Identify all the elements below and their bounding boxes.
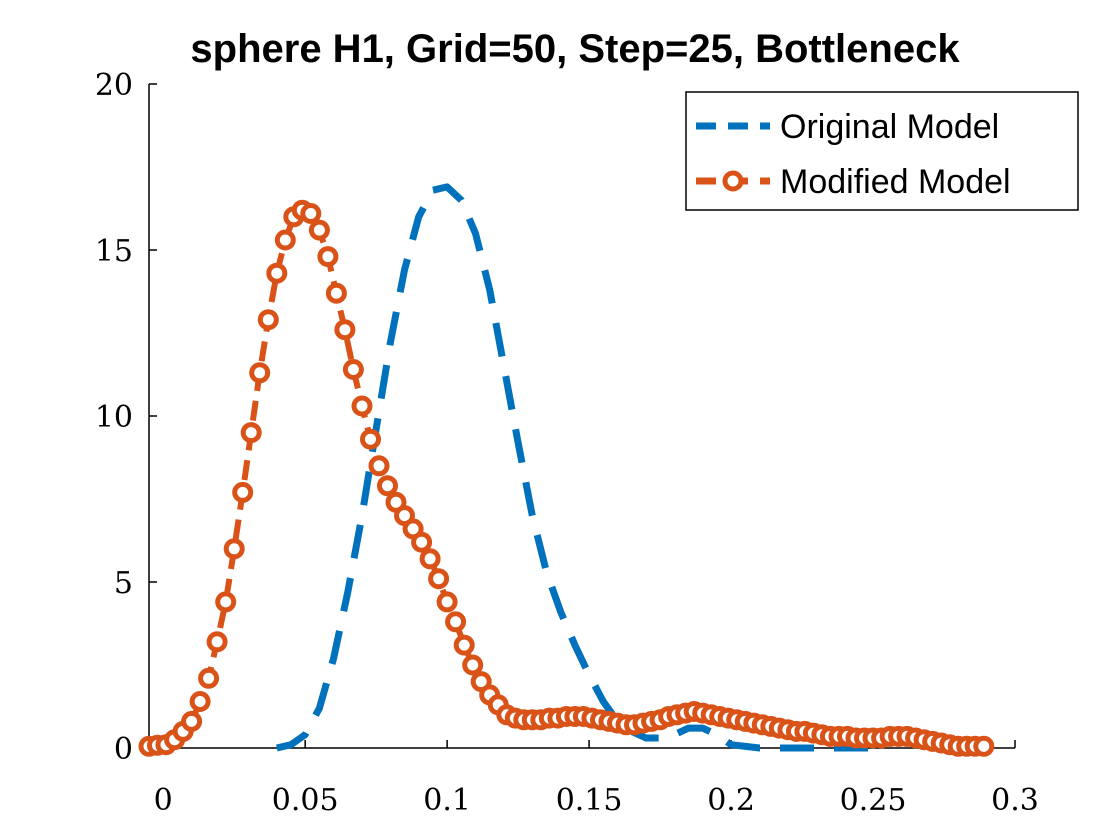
data-point-modified — [206, 631, 228, 653]
data-point-modified — [240, 422, 262, 444]
y-tick-label: 15 — [95, 234, 133, 269]
data-point-modified — [351, 395, 373, 417]
x-tick-label: 0 — [154, 783, 173, 818]
data-point-modified — [445, 611, 467, 633]
x-tick-label: 0.25 — [840, 783, 907, 818]
data-point-modified — [223, 538, 245, 560]
data-point-modified — [453, 634, 475, 656]
series-line-modified — [148, 207, 984, 750]
legend-box — [685, 91, 1079, 211]
x-tick-label: 0.1 — [423, 783, 471, 818]
data-point-modified — [428, 568, 450, 590]
x-tick-label: 0.2 — [707, 783, 755, 818]
data-point-modified — [257, 309, 279, 331]
data-point-modified — [360, 428, 381, 450]
y-tick-label: 10 — [95, 400, 133, 435]
y-tick-label: 0 — [114, 732, 133, 767]
series-line-original — [276, 183, 873, 752]
y-tick-label: 20 — [95, 68, 133, 103]
data-point-modified — [368, 455, 390, 477]
y-tick-label: 5 — [114, 566, 133, 601]
data-point-modified — [232, 481, 254, 503]
data-point-modified — [274, 229, 296, 251]
x-tick-label: 0.3 — [991, 783, 1039, 818]
data-point-modified — [377, 475, 398, 497]
plot-area: 0 0.05 0.1 0.15 0.2 0.25 0.3 0 5 10 15 20 — [95, 68, 1039, 818]
data-point-modified — [266, 262, 288, 284]
data-point-modified — [181, 710, 203, 732]
x-tick-label: 0.15 — [556, 783, 623, 818]
data-point-modified — [325, 282, 347, 304]
legend: Original Model Modified Model — [685, 91, 1079, 211]
data-point-modified — [411, 531, 433, 553]
data-point-modified — [300, 203, 322, 224]
data-point-modified — [973, 735, 995, 757]
data-point-modified — [317, 246, 339, 268]
data-point-modified — [215, 591, 237, 613]
data-point-modified — [419, 548, 441, 570]
data-point-modified — [308, 219, 330, 241]
data-point-modified — [198, 667, 220, 689]
data-point-modified — [436, 591, 458, 613]
data-point-modified — [462, 654, 484, 676]
x-tick-label: 0.05 — [272, 783, 339, 818]
data-point-modified — [189, 691, 211, 712]
legend-label-original: Original Model — [780, 108, 999, 146]
data-point-modified — [334, 319, 356, 341]
legend-marker-modified — [722, 170, 744, 192]
data-point-modified — [342, 359, 364, 380]
data-point-modified — [249, 362, 271, 384]
legend-label-modified: Modified Model — [780, 163, 1011, 201]
chart-title: sphere H1, Grid=50, Step=25, Bottleneck — [190, 27, 960, 71]
